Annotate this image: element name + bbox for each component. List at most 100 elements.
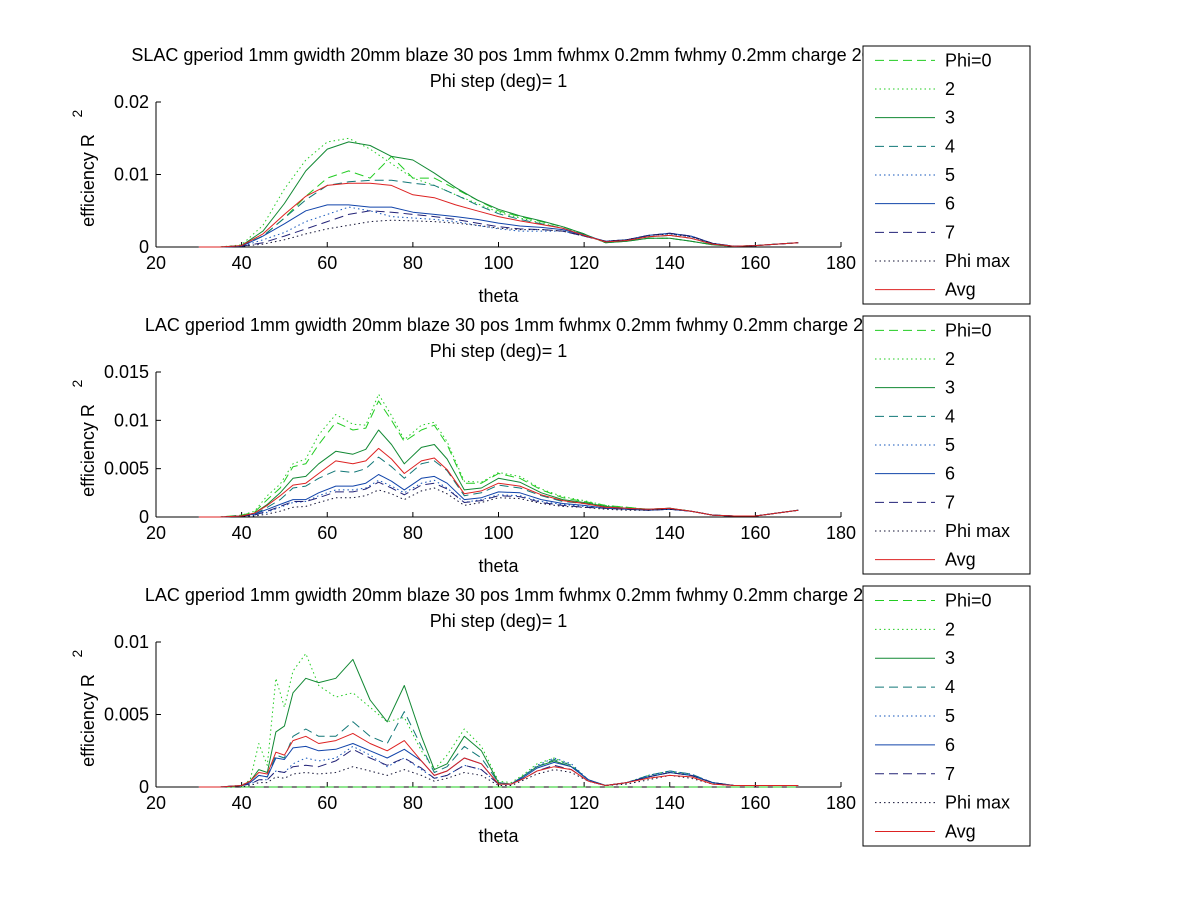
chart-panel-2: 20 40 60 80 100 120 140 160 180 0 0.005 0.01 0.015 LA… <box>69 315 1031 576</box>
x-tick-label: 120 <box>569 793 599 813</box>
y-axis-label-superscript: 2 <box>69 110 85 118</box>
series-line-5 <box>198 206 799 248</box>
x-tick-label: 140 <box>655 253 685 273</box>
x-tick-label: 80 <box>403 523 423 543</box>
chart-panel-3: 20 40 60 80 100 120 140 160 180 0 0.005 0.01 LAC gpe… <box>69 585 1031 847</box>
y-tick-label: 0 <box>139 507 149 527</box>
chart-panel-1: 20 40 60 80 100 120 140 160 180 0 0.01 0.02 SLAC gpe… <box>69 45 1031 306</box>
x-tick-label: 40 <box>232 793 252 813</box>
legend-entry-label: Phi=0 <box>945 320 992 340</box>
y-axis-label: efficiency R <box>78 404 98 497</box>
legend-entry-label: 2 <box>945 619 955 639</box>
x-tick-label: 180 <box>826 253 856 273</box>
legend-entry-label: 4 <box>945 677 955 697</box>
series-line-7 <box>198 481 799 518</box>
chart-title: SLAC gperiod 1mm gwidth 20mm blaze 30 po… <box>131 45 975 65</box>
x-tick-label: 100 <box>483 523 513 543</box>
x-tick-label: 100 <box>483 253 513 273</box>
y-tick-label: 0.015 <box>104 362 149 382</box>
x-tick-label: 140 <box>655 793 685 813</box>
legend-entry-label: Phi max <box>945 793 1010 813</box>
y-axis-label: efficiency R <box>78 134 98 227</box>
x-axis-label: theta <box>478 556 519 576</box>
series-line-4 <box>198 179 799 248</box>
legend-entry-label: 6 <box>945 735 955 755</box>
y-axis-label-group: efficiency R 2 <box>69 380 98 497</box>
x-tick-label: 100 <box>483 793 513 813</box>
legend-box <box>862 585 1031 847</box>
series-line-7 <box>198 748 799 788</box>
legend-entry-label: 7 <box>945 764 955 784</box>
plot-area <box>156 372 841 517</box>
legend-entry-label: Avg <box>945 822 976 842</box>
legend-entry-label: 5 <box>945 165 955 185</box>
plot-area <box>156 642 841 787</box>
series-line-3 <box>198 141 799 248</box>
legend-entry-label: 7 <box>945 492 955 512</box>
y-axis-label-superscript: 2 <box>69 650 85 658</box>
x-tick-label: 40 <box>232 253 252 273</box>
x-tick-label: 60 <box>317 793 337 813</box>
legend-entry-label: 6 <box>945 464 955 484</box>
x-axis-label: theta <box>478 286 519 306</box>
plot-area <box>156 102 841 247</box>
chart-subtitle: Phi step (deg)= 1 <box>430 71 568 91</box>
x-tick-label: 120 <box>569 523 599 543</box>
series-line-avg <box>198 447 799 518</box>
series-line-4 <box>198 711 799 788</box>
x-tick-label: 160 <box>740 523 770 543</box>
x-tick-label: 140 <box>655 523 685 543</box>
legend-entry-label: 2 <box>945 349 955 369</box>
legend-entry-label: Phi=0 <box>945 590 992 610</box>
legend-entry-label: 2 <box>945 79 955 99</box>
legend: Phi=0 2 3 4 5 6 7 Phi max Avg <box>862 315 1031 575</box>
chart-subtitle: Phi step (deg)= 1 <box>430 341 568 361</box>
legend-entry-label: 3 <box>945 108 955 128</box>
series-line-phi-max <box>198 487 799 518</box>
chart-subtitle: Phi step (deg)= 1 <box>430 611 568 631</box>
y-tick-label: 0.01 <box>114 632 149 652</box>
x-tick-label: 20 <box>146 253 166 273</box>
legend-entry-label: 6 <box>945 194 955 214</box>
legend-entry-label: Phi=0 <box>945 50 992 70</box>
series-line-phi-max <box>198 219 799 248</box>
x-tick-label: 20 <box>146 523 166 543</box>
legend-entry-label: 5 <box>945 706 955 726</box>
x-tick-label: 40 <box>232 523 252 543</box>
y-tick-label: 0.01 <box>114 410 149 430</box>
y-tick-label: 0 <box>139 237 149 257</box>
y-axis-label-superscript: 2 <box>69 380 85 388</box>
legend-entry-label: Avg <box>945 280 976 300</box>
y-axis-label-group: efficiency R 2 <box>69 650 98 767</box>
y-axis-label: efficiency R <box>78 674 98 767</box>
x-tick-label: 180 <box>826 523 856 543</box>
x-tick-label: 60 <box>317 253 337 273</box>
legend-entry-label: 4 <box>945 406 955 426</box>
legend-entry-label: Phi max <box>945 521 1010 541</box>
series-line-avg <box>198 182 799 248</box>
y-tick-label: 0.02 <box>114 92 149 112</box>
x-tick-label: 80 <box>403 793 423 813</box>
legend-box <box>862 45 1031 305</box>
x-tick-label: 160 <box>740 793 770 813</box>
legend-entry-label: Phi max <box>945 251 1010 271</box>
legend-entry-label: 7 <box>945 222 955 242</box>
y-tick-label: 0.005 <box>104 705 149 725</box>
x-tick-label: 120 <box>569 253 599 273</box>
series-line-avg <box>198 732 799 788</box>
legend: Phi=0 2 3 4 5 6 7 Phi max Avg <box>862 45 1031 305</box>
legend-box <box>862 315 1031 575</box>
legend-entry-label: Avg <box>945 550 976 570</box>
series-line-phi-0 <box>198 155 799 248</box>
chart-title: LAC gperiod 1mm gwidth 20mm blaze 30 pos… <box>145 585 962 605</box>
y-tick-label: 0 <box>139 777 149 797</box>
legend-entry-label: 5 <box>945 435 955 455</box>
chart-title: LAC gperiod 1mm gwidth 20mm blaze 30 pos… <box>145 315 962 335</box>
x-tick-label: 180 <box>826 793 856 813</box>
y-tick-label: 0.01 <box>114 165 149 185</box>
y-axis-label-group: efficiency R 2 <box>69 110 98 227</box>
legend-entry-label: 3 <box>945 378 955 398</box>
legend: Phi=0 2 3 4 5 6 7 Phi max Avg <box>862 585 1031 847</box>
x-axis-label: theta <box>478 826 519 846</box>
